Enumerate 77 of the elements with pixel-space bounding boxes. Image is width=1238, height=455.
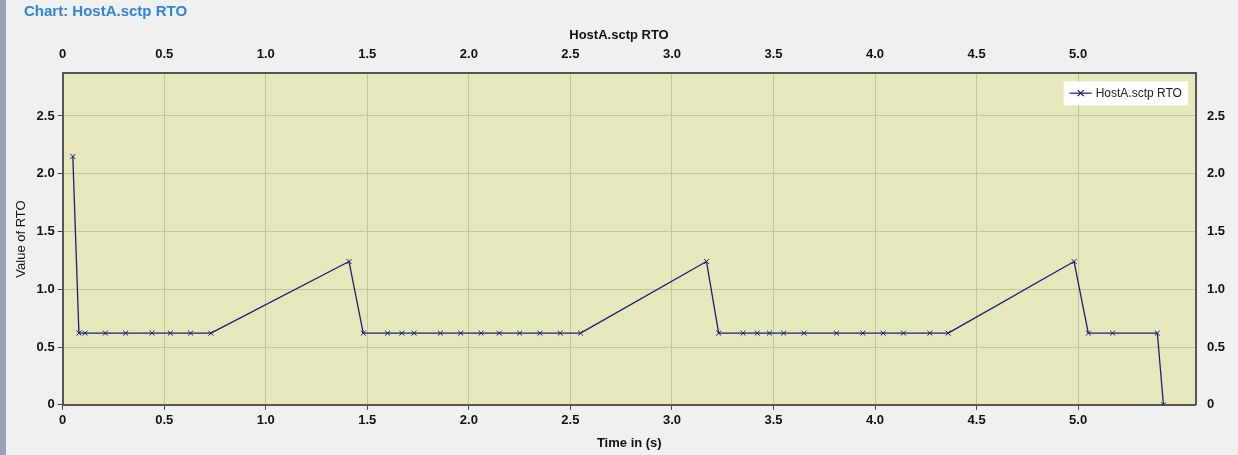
x2-tick-label: 3.0 (662, 45, 681, 61)
point (360, 330, 367, 337)
point (149, 330, 156, 337)
point (536, 330, 543, 337)
y-tick-label: 0.5 (36, 338, 55, 354)
point (859, 330, 866, 337)
y2-tick-label: 0.5 (1206, 338, 1226, 354)
point (398, 330, 405, 337)
point (69, 153, 76, 160)
point (577, 330, 584, 337)
point (207, 330, 214, 337)
point (1154, 330, 1161, 337)
x-axis-title: Time in (s) (596, 434, 662, 450)
point (800, 330, 807, 337)
point (102, 330, 109, 337)
legend-label: HostA.sctp RTO (1095, 85, 1182, 100)
point (82, 330, 88, 337)
x2-tick-label: 4.0 (866, 45, 885, 61)
x2-tick-label: 4.5 (967, 45, 986, 61)
x-tick-label: 0 (59, 412, 67, 428)
y-tick-label: 1.0 (36, 280, 55, 296)
y2-tick-label: 1.0 (1206, 280, 1226, 296)
point (740, 330, 747, 337)
point (1085, 330, 1092, 337)
point (557, 330, 564, 337)
x-tick-label: 1.5 (358, 412, 377, 428)
point (516, 330, 523, 337)
point (122, 330, 129, 337)
chart-subtitle: HostA.sctp RTO (569, 27, 669, 43)
point (1071, 258, 1078, 265)
point (926, 330, 933, 337)
x-tick-label: 5.0 (1069, 412, 1088, 428)
x2-tick-label: 5.0 (1069, 45, 1088, 61)
point (496, 330, 503, 337)
point (1109, 330, 1116, 337)
x2-tick-label: 1.5 (358, 45, 377, 61)
point (75, 330, 82, 337)
point (780, 330, 787, 337)
y-axis-title: Value of RTO (13, 200, 29, 278)
point (945, 330, 952, 337)
x2-tick-label: 2.0 (459, 45, 478, 61)
point (384, 330, 391, 337)
y2-tick-label: 2.5 (1206, 107, 1226, 123)
point (478, 330, 485, 337)
x2-tick-label: 3.5 (764, 45, 783, 61)
point (187, 330, 194, 337)
point (880, 330, 887, 337)
chart-title: Chart: HostA.sctp RTO (0, 0, 1238, 24)
x-tick-label: 0.5 (155, 412, 174, 428)
y-tick-label: 1.5 (36, 223, 55, 239)
point (766, 330, 773, 337)
point (833, 330, 840, 337)
x-tick-label: 1.0 (256, 412, 275, 428)
point (346, 258, 353, 265)
x-tick-label: 3.5 (764, 412, 783, 428)
x2-tick-label: 2.5 (561, 45, 580, 61)
point (900, 330, 907, 337)
x2-tick-label: 1.0 (256, 45, 275, 61)
x-tick-label: 4.0 (866, 412, 885, 428)
point (167, 330, 174, 337)
x2-tick-label: 0.5 (155, 45, 174, 61)
x-tick-label: 2.0 (459, 412, 478, 428)
point (411, 330, 417, 337)
point (457, 330, 464, 337)
point (437, 330, 444, 337)
x-tick-label: 4.5 (967, 412, 986, 428)
y2-tick-label: 0 (1206, 396, 1215, 412)
y-tick-label: 0 (47, 396, 55, 412)
x-tick-label: 2.5 (561, 412, 580, 428)
y-tick-label: 2.5 (36, 107, 55, 123)
y-tick-label: 2.0 (36, 165, 55, 181)
y2-tick-label: 1.5 (1206, 223, 1226, 239)
point (715, 330, 722, 337)
x2-tick-label: 0 (59, 45, 67, 61)
x-tick-label: 3.0 (662, 412, 681, 428)
y2-tick-label: 2.0 (1206, 165, 1226, 181)
point (754, 330, 761, 337)
